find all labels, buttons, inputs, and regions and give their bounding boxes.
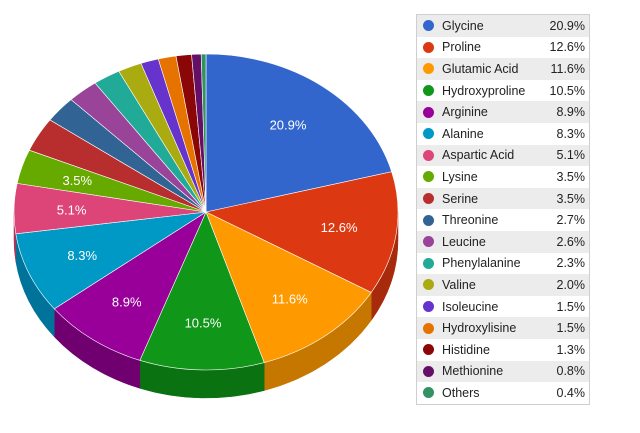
slice-label-glutamic-acid: 11.6% bbox=[272, 292, 308, 307]
legend-item-threonine[interactable]: Threonine 2.7% bbox=[417, 209, 589, 231]
pie-slice-glycine[interactable] bbox=[205, 53, 393, 213]
pie-slice-alanine[interactable] bbox=[15, 211, 207, 310]
legend-value: 5.1% bbox=[556, 148, 586, 163]
legend-value: 2.6% bbox=[556, 234, 586, 249]
legend-item-hydroxyproline[interactable]: Hydroxyproline 10.5% bbox=[417, 80, 589, 102]
legend-label: Threonine bbox=[442, 213, 499, 228]
legend-item-methionine[interactable]: Methionine 0.8% bbox=[417, 360, 589, 383]
slice-label-hydroxyproline: 10.5% bbox=[185, 316, 222, 331]
legend-label: Isoleucine bbox=[442, 299, 499, 314]
pie-slices bbox=[13, 53, 399, 371]
legend-label: Glutamic Acid bbox=[442, 61, 519, 76]
legend-item-lysine[interactable]: Lysine 3.5% bbox=[417, 166, 589, 188]
legend-label: Methionine bbox=[442, 364, 504, 379]
legend-item-histidine[interactable]: Histidine 1.3% bbox=[417, 339, 589, 361]
slice-label-lysine: 3.5% bbox=[62, 173, 92, 188]
legend-label: Glycine bbox=[442, 18, 484, 33]
legend-label: Proline bbox=[442, 40, 481, 55]
legend-value: 2.3% bbox=[556, 256, 586, 271]
legend-item-isoleucine[interactable]: Isoleucine 1.5% bbox=[417, 296, 589, 318]
slice-label-aspartic-acid: 5.1% bbox=[57, 203, 87, 218]
legend-swatch-icon bbox=[423, 257, 434, 269]
legend-value: 2.7% bbox=[556, 213, 586, 228]
legend-value: 10.5% bbox=[549, 83, 585, 98]
legend-swatch-icon bbox=[423, 236, 434, 248]
legend-swatch-icon bbox=[423, 85, 434, 97]
slice-labels: 20.9% 12.6% 11.6% 10.5% 8.9% 8.3% 5.1% 3.5% bbox=[57, 117, 358, 330]
legend-value: 3.5% bbox=[556, 191, 586, 206]
legend-value: 3.5% bbox=[556, 169, 586, 184]
legend-swatch-icon bbox=[423, 193, 434, 205]
legend-label: Valine bbox=[442, 277, 476, 292]
legend-swatch-icon bbox=[423, 63, 434, 75]
legend: Glycine 20.9% Proline 12.6% Glutamic Acid 11.… bbox=[416, 14, 590, 405]
pie-slice-hydroxyproline[interactable] bbox=[139, 211, 265, 371]
legend-label: Arginine bbox=[442, 105, 488, 120]
legend-value: 0.8% bbox=[556, 364, 586, 379]
legend-swatch-icon bbox=[423, 20, 434, 32]
legend-value: 1.3% bbox=[556, 342, 586, 357]
legend-item-alanine[interactable]: Alanine 8.3% bbox=[417, 123, 589, 145]
legend-swatch-icon bbox=[423, 41, 434, 53]
legend-label: Hydroxyproline bbox=[442, 83, 526, 98]
legend-item-leucine[interactable]: Leucine 2.6% bbox=[417, 230, 589, 253]
legend-value: 8.9% bbox=[556, 105, 586, 120]
legend-item-serine[interactable]: Serine 3.5% bbox=[417, 187, 589, 210]
legend-item-hydroxylisine[interactable]: Hydroxylisine 1.5% bbox=[417, 317, 589, 339]
legend-swatch-icon bbox=[423, 214, 434, 226]
legend-label: Hydroxylisine bbox=[442, 321, 517, 336]
legend-swatch-icon bbox=[423, 344, 434, 356]
legend-value: 12.6% bbox=[549, 40, 585, 55]
legend-swatch-icon bbox=[423, 171, 434, 183]
legend-label: Phenylalanine bbox=[442, 256, 521, 271]
legend-value: 11.6% bbox=[550, 61, 585, 76]
legend-label: Alanine bbox=[442, 126, 484, 141]
legend-swatch-icon bbox=[423, 106, 434, 118]
slice-label-arginine: 8.9% bbox=[112, 294, 142, 309]
legend-item-proline[interactable]: Proline 12.6% bbox=[417, 37, 589, 59]
legend-item-arginine[interactable]: Arginine 8.9% bbox=[417, 101, 589, 123]
legend-item-valine[interactable]: Valine 2.0% bbox=[417, 274, 589, 296]
pie-slice-proline[interactable] bbox=[205, 171, 399, 293]
legend-label: Others bbox=[442, 385, 480, 400]
legend-label: Serine bbox=[442, 191, 479, 206]
legend-swatch-icon bbox=[423, 128, 434, 140]
pie-sides bbox=[13, 211, 399, 399]
pie-slice-arginine[interactable] bbox=[53, 211, 207, 361]
legend-value: 1.5% bbox=[556, 321, 586, 336]
legend-swatch-icon bbox=[423, 322, 434, 334]
legend-label: Histidine bbox=[442, 342, 490, 357]
legend-label: Lysine bbox=[442, 169, 478, 184]
legend-item-aspartic-acid[interactable]: Aspartic Acid 5.1% bbox=[417, 144, 589, 167]
legend-swatch-icon bbox=[423, 149, 434, 161]
legend-swatch-icon bbox=[423, 301, 434, 313]
legend-swatch-icon bbox=[423, 365, 434, 377]
legend-label: Aspartic Acid bbox=[442, 148, 515, 163]
slice-label-proline: 12.6% bbox=[321, 220, 358, 235]
pie-slice-glutamic-acid[interactable] bbox=[205, 211, 372, 363]
legend-item-others[interactable]: Others 0.4% bbox=[417, 382, 589, 404]
legend-item-glutamic-acid[interactable]: Glutamic Acid 11.6% bbox=[417, 58, 589, 80]
slice-label-alanine: 8.3% bbox=[67, 248, 97, 263]
slice-label-glycine: 20.9% bbox=[270, 117, 307, 132]
legend-item-glycine[interactable]: Glycine 20.9% bbox=[417, 15, 589, 37]
legend-value: 20.9% bbox=[549, 18, 585, 33]
legend-swatch-icon bbox=[423, 279, 434, 291]
legend-swatch-icon bbox=[423, 387, 434, 399]
legend-value: 8.3% bbox=[556, 126, 586, 141]
legend-value: 0.4% bbox=[556, 385, 586, 400]
legend-value: 1.5% bbox=[556, 299, 586, 314]
legend-item-phenylalanine[interactable]: Phenylalanine 2.3% bbox=[417, 253, 589, 275]
pie-slice-others[interactable] bbox=[200, 53, 207, 213]
legend-value: 2.0% bbox=[556, 277, 586, 292]
legend-label: Leucine bbox=[442, 234, 486, 249]
